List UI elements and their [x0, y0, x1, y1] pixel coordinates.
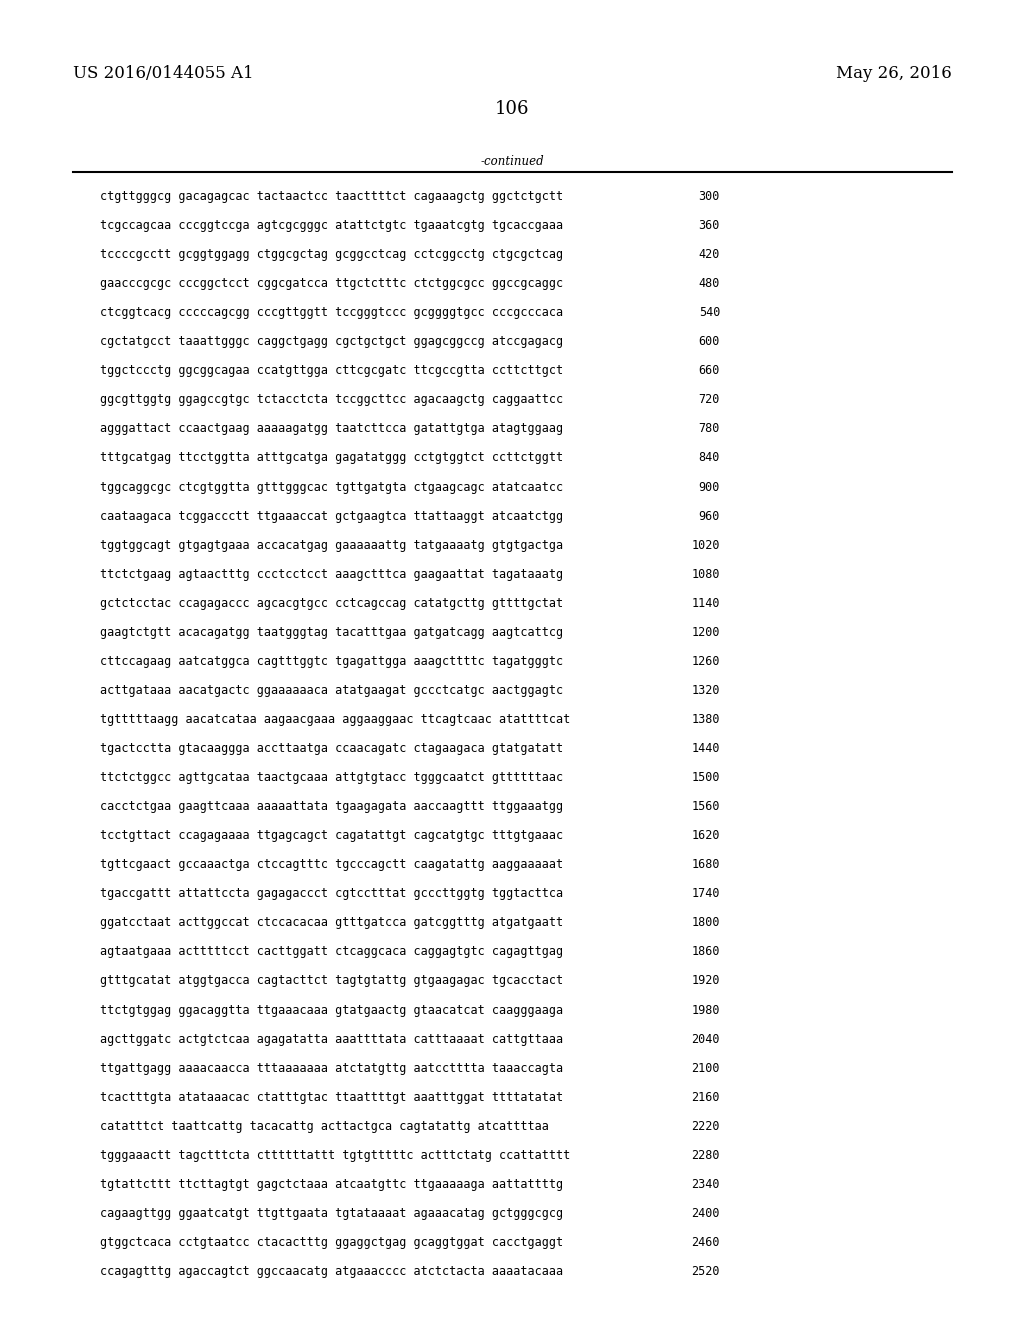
- Text: US 2016/0144055 A1: US 2016/0144055 A1: [73, 65, 254, 82]
- Text: 1080: 1080: [691, 568, 720, 581]
- Text: 360: 360: [698, 219, 720, 232]
- Text: gaagtctgtt acacagatgg taatgggtag tacatttgaa gatgatcagg aagtcattcg: gaagtctgtt acacagatgg taatgggtag tacattt…: [100, 626, 563, 639]
- Text: tggctccctg ggcggcagaa ccatgttgga cttcgcgatc ttcgccgtta ccttcttgct: tggctccctg ggcggcagaa ccatgttgga cttcgcg…: [100, 364, 563, 378]
- Text: 1260: 1260: [691, 655, 720, 668]
- Text: tggtggcagt gtgagtgaaa accacatgag gaaaaaattg tatgaaaatg gtgtgactga: tggtggcagt gtgagtgaaa accacatgag gaaaaaa…: [100, 539, 563, 552]
- Text: gaacccgcgc cccggctcct cggcgatcca ttgctctttc ctctggcgcc ggccgcaggc: gaacccgcgc cccggctcct cggcgatcca ttgctct…: [100, 277, 563, 290]
- Text: 540: 540: [698, 306, 720, 319]
- Text: tggcaggcgc ctcgtggtta gtttgggcac tgttgatgta ctgaagcagc atatcaatcc: tggcaggcgc ctcgtggtta gtttgggcac tgttgat…: [100, 480, 563, 494]
- Text: 2220: 2220: [691, 1119, 720, 1133]
- Text: 2040: 2040: [691, 1032, 720, 1045]
- Text: cagaagttgg ggaatcatgt ttgttgaata tgtataaaat agaaacatag gctgggcgcg: cagaagttgg ggaatcatgt ttgttgaata tgtataa…: [100, 1206, 563, 1220]
- Text: 2280: 2280: [691, 1148, 720, 1162]
- Text: 1380: 1380: [691, 713, 720, 726]
- Text: 960: 960: [698, 510, 720, 523]
- Text: tcctgttact ccagagaaaa ttgagcagct cagatattgt cagcatgtgc tttgtgaaac: tcctgttact ccagagaaaa ttgagcagct cagatat…: [100, 829, 563, 842]
- Text: tcgccagcaa cccggtccga agtcgcgggc atattctgtc tgaaatcgtg tgcaccgaaa: tcgccagcaa cccggtccga agtcgcgggc atattct…: [100, 219, 563, 232]
- Text: ttctgtggag ggacaggtta ttgaaacaaa gtatgaactg gtaacatcat caagggaaga: ttctgtggag ggacaggtta ttgaaacaaa gtatgaa…: [100, 1003, 563, 1016]
- Text: tgactcctta gtacaaggga accttaatga ccaacagatc ctagaagaca gtatgatatt: tgactcctta gtacaaggga accttaatga ccaacag…: [100, 742, 563, 755]
- Text: agcttggatc actgtctcaa agagatatta aaattttata catttaaaat cattgttaaa: agcttggatc actgtctcaa agagatatta aaatttt…: [100, 1032, 563, 1045]
- Text: ttctctggcc agttgcataa taactgcaaa attgtgtacc tgggcaatct gttttttaac: ttctctggcc agttgcataa taactgcaaa attgtgt…: [100, 771, 563, 784]
- Text: acttgataaa aacatgactc ggaaaaaaca atatgaagat gccctcatgc aactggagtc: acttgataaa aacatgactc ggaaaaaaca atatgaa…: [100, 684, 563, 697]
- Text: 1560: 1560: [691, 800, 720, 813]
- Text: 600: 600: [698, 335, 720, 348]
- Text: ttgattgagg aaaacaacca tttaaaaaaa atctatgttg aatcctttta taaaccagta: ttgattgagg aaaacaacca tttaaaaaaa atctatg…: [100, 1061, 563, 1074]
- Text: 1320: 1320: [691, 684, 720, 697]
- Text: 900: 900: [698, 480, 720, 494]
- Text: agggattact ccaactgaag aaaaagatgg taatcttcca gatattgtga atagtggaag: agggattact ccaactgaag aaaaagatgg taatctt…: [100, 422, 563, 436]
- Text: 780: 780: [698, 422, 720, 436]
- Text: 420: 420: [698, 248, 720, 261]
- Text: 1140: 1140: [691, 597, 720, 610]
- Text: 1020: 1020: [691, 539, 720, 552]
- Text: 1800: 1800: [691, 916, 720, 929]
- Text: 2340: 2340: [691, 1177, 720, 1191]
- Text: gctctcctac ccagagaccc agcacgtgcc cctcagccag catatgcttg gttttgctat: gctctcctac ccagagaccc agcacgtgcc cctcagc…: [100, 597, 563, 610]
- Text: ctgttgggcg gacagagcac tactaactcc taacttttct cagaaagctg ggctctgctt: ctgttgggcg gacagagcac tactaactcc taacttt…: [100, 190, 563, 203]
- Text: caataagaca tcggaccctt ttgaaaccat gctgaagtca ttattaaggt atcaatctgg: caataagaca tcggaccctt ttgaaaccat gctgaag…: [100, 510, 563, 523]
- Text: tttgcatgag ttcctggtta atttgcatga gagatatggg cctgtggtct ccttctggtt: tttgcatgag ttcctggtta atttgcatga gagatat…: [100, 451, 563, 465]
- Text: agtaatgaaa actttttcct cacttggatt ctcaggcaca caggagtgtc cagagttgag: agtaatgaaa actttttcct cacttggatt ctcaggc…: [100, 945, 563, 958]
- Text: 1200: 1200: [691, 626, 720, 639]
- Text: 1920: 1920: [691, 974, 720, 987]
- Text: 1680: 1680: [691, 858, 720, 871]
- Text: tgtattcttt ttcttagtgt gagctctaaa atcaatgttc ttgaaaaaga aattattttg: tgtattcttt ttcttagtgt gagctctaaa atcaatg…: [100, 1177, 563, 1191]
- Text: ccagagtttg agaccagtct ggccaacatg atgaaacccc atctctacta aaaatacaaa: ccagagtttg agaccagtct ggccaacatg atgaaac…: [100, 1265, 563, 1278]
- Text: May 26, 2016: May 26, 2016: [837, 65, 952, 82]
- Text: gtttgcatat atggtgacca cagtacttct tagtgtattg gtgaagagac tgcacctact: gtttgcatat atggtgacca cagtacttct tagtgta…: [100, 974, 563, 987]
- Text: 480: 480: [698, 277, 720, 290]
- Text: gtggctcaca cctgtaatcc ctacactttg ggaggctgag gcaggtggat cacctgaggt: gtggctcaca cctgtaatcc ctacactttg ggaggct…: [100, 1236, 563, 1249]
- Text: ctcggtcacg cccccagcgg cccgttggtt tccgggtccc gcggggtgcc cccgcccaca: ctcggtcacg cccccagcgg cccgttggtt tccgggt…: [100, 306, 563, 319]
- Text: 1500: 1500: [691, 771, 720, 784]
- Text: 2400: 2400: [691, 1206, 720, 1220]
- Text: 1620: 1620: [691, 829, 720, 842]
- Text: tgtttttaagg aacatcataa aagaacgaaa aggaaggaac ttcagtcaac atattttcat: tgtttttaagg aacatcataa aagaacgaaa aggaag…: [100, 713, 570, 726]
- Text: 106: 106: [495, 100, 529, 117]
- Text: tgaccgattt attattccta gagagaccct cgtcctttat gcccttggtg tggtacttca: tgaccgattt attattccta gagagaccct cgtcctt…: [100, 887, 563, 900]
- Text: ggcgttggtg ggagccgtgc tctacctcta tccggcttcc agacaagctg caggaattcc: ggcgttggtg ggagccgtgc tctacctcta tccggct…: [100, 393, 563, 407]
- Text: 1740: 1740: [691, 887, 720, 900]
- Text: 1860: 1860: [691, 945, 720, 958]
- Text: 1440: 1440: [691, 742, 720, 755]
- Text: 660: 660: [698, 364, 720, 378]
- Text: 1980: 1980: [691, 1003, 720, 1016]
- Text: 840: 840: [698, 451, 720, 465]
- Text: catatttct taattcattg tacacattg acttactgca cagtatattg atcattttaa: catatttct taattcattg tacacattg acttactgc…: [100, 1119, 549, 1133]
- Text: tcactttgta atataaacac ctatttgtac ttaattttgt aaatttggat ttttatatat: tcactttgta atataaacac ctatttgtac ttaattt…: [100, 1090, 563, 1104]
- Text: ggatcctaat acttggccat ctccacacaa gtttgatcca gatcggtttg atgatgaatt: ggatcctaat acttggccat ctccacacaa gtttgat…: [100, 916, 563, 929]
- Text: -continued: -continued: [480, 154, 544, 168]
- Text: 2100: 2100: [691, 1061, 720, 1074]
- Text: cacctctgaa gaagttcaaa aaaaattata tgaagagata aaccaagttt ttggaaatgg: cacctctgaa gaagttcaaa aaaaattata tgaagag…: [100, 800, 563, 813]
- Text: 720: 720: [698, 393, 720, 407]
- Text: cgctatgcct taaattgggc caggctgagg cgctgctgct ggagcggccg atccgagacg: cgctatgcct taaattgggc caggctgagg cgctgct…: [100, 335, 563, 348]
- Text: 2460: 2460: [691, 1236, 720, 1249]
- Text: 300: 300: [698, 190, 720, 203]
- Text: tccccgcctt gcggtggagg ctggcgctag gcggcctcag cctcggcctg ctgcgctcag: tccccgcctt gcggtggagg ctggcgctag gcggcct…: [100, 248, 563, 261]
- Text: tgggaaactt tagctttcta cttttttattt tgtgtttttc actttctatg ccattatttt: tgggaaactt tagctttcta cttttttattt tgtgtt…: [100, 1148, 570, 1162]
- Text: cttccagaag aatcatggca cagtttggtc tgagattgga aaagcttttc tagatgggtc: cttccagaag aatcatggca cagtttggtc tgagatt…: [100, 655, 563, 668]
- Text: ttctctgaag agtaactttg ccctcctcct aaagctttca gaagaattat tagataaatg: ttctctgaag agtaactttg ccctcctcct aaagctt…: [100, 568, 563, 581]
- Text: 2520: 2520: [691, 1265, 720, 1278]
- Text: tgttcgaact gccaaactga ctccagtttc tgcccagctt caagatattg aaggaaaaat: tgttcgaact gccaaactga ctccagtttc tgcccag…: [100, 858, 563, 871]
- Text: 2160: 2160: [691, 1090, 720, 1104]
